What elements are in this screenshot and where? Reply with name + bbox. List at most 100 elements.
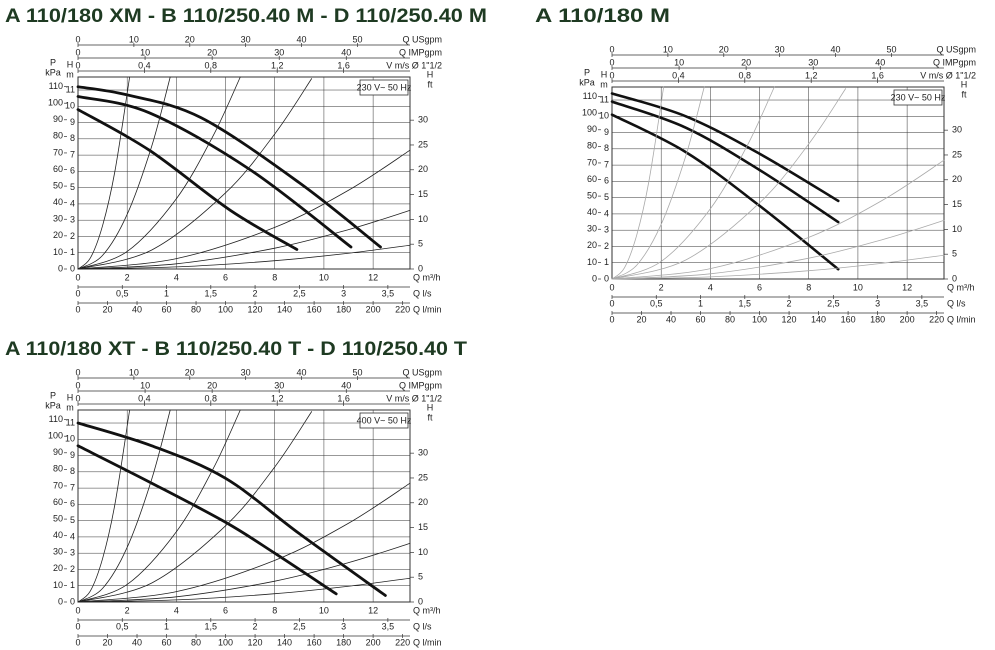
- aux-tick-label: 1: [164, 621, 169, 631]
- x-tick-label: 12: [368, 272, 378, 282]
- aux-tick-label: 50: [53, 513, 63, 523]
- curve: [76, 95, 353, 249]
- aux-tick-label: 10: [140, 380, 150, 390]
- aux-tick-label: 1: [164, 288, 169, 298]
- aux-tick-label: 30: [808, 57, 818, 67]
- x-tick-label: 10: [319, 605, 329, 615]
- aux-tick-label: 140: [277, 637, 292, 647]
- curve: [611, 159, 945, 280]
- y-tick-label: 9: [70, 117, 75, 127]
- aux-axis-label: Q l/s: [947, 298, 966, 308]
- curve: [77, 149, 411, 270]
- curve: [77, 210, 411, 270]
- aux-axis-label: H: [427, 69, 434, 79]
- y-tick-label: 3: [70, 548, 75, 558]
- y-tick-label: 0: [604, 273, 609, 283]
- aux-axis-label: Q l/min: [413, 304, 442, 314]
- y-tick-label: 6: [604, 176, 609, 186]
- y-axis-label: H: [601, 69, 608, 79]
- aux-tick-label: 25: [418, 139, 428, 149]
- y-tick-label: 11: [66, 84, 75, 94]
- aux-tick-label: 100: [582, 108, 597, 118]
- x-tick-label: 10: [853, 282, 863, 292]
- x-tick-label: 0: [609, 282, 614, 292]
- y-tick-label: 8: [70, 133, 75, 143]
- aux-tick-label: 1,2: [271, 393, 284, 403]
- aux-axis-label: H: [427, 402, 434, 412]
- aux-tick-label: 100: [218, 637, 233, 647]
- y-tick-label: 6: [70, 166, 75, 176]
- aux-tick-label: 0: [75, 637, 80, 647]
- y-tick-label: 5: [70, 515, 75, 525]
- aux-tick-label: 10: [418, 214, 428, 224]
- curve: [77, 543, 411, 603]
- aux-axis-label: Q l/s: [413, 621, 432, 631]
- curve: [77, 244, 411, 270]
- aux-tick-label: 0: [609, 70, 614, 80]
- aux-tick-label: 1,6: [871, 70, 884, 80]
- aux-tick-label: 50: [53, 180, 63, 190]
- aux-tick-label: 0,8: [739, 70, 752, 80]
- aux-tick-label: 40: [831, 44, 841, 54]
- aux-tick-label: 10: [129, 367, 139, 377]
- aux-tick-label: 20: [207, 47, 217, 57]
- aux-tick-label: 40: [587, 207, 597, 217]
- voltage-box: [359, 412, 409, 429]
- x-tick-label: 8: [806, 282, 811, 292]
- x-tick-label: 12: [902, 282, 912, 292]
- aux-tick-label: 40: [132, 637, 142, 647]
- aux-tick-label: 110: [49, 414, 63, 424]
- aux-axis-label: Q l/min: [947, 314, 976, 324]
- aux-tick-label: 10: [53, 580, 63, 590]
- aux-tick-label: 60: [162, 637, 172, 647]
- aux-tick-label: 20: [185, 367, 195, 377]
- aux-tick-label: 5: [418, 572, 423, 582]
- aux-tick-label: 1,5: [205, 288, 218, 298]
- aux-tick-label: 1,6: [337, 60, 350, 70]
- aux-tick-label: 50: [352, 34, 362, 44]
- aux-tick-label: 30: [241, 34, 251, 44]
- aux-tick-label: 60: [53, 497, 63, 507]
- aux-tick-label: 10: [129, 34, 139, 44]
- aux-tick-label: 3,5: [916, 298, 929, 308]
- aux-tick-label: 160: [841, 314, 856, 324]
- x-axis-label: Q m³/h: [947, 282, 975, 292]
- y-tick-label: 8: [604, 143, 609, 153]
- aux-tick-label: 0: [58, 596, 63, 606]
- aux-tick-label: 0: [75, 47, 80, 57]
- curve: [611, 86, 665, 280]
- aux-tick-label: 90: [53, 114, 63, 124]
- aux-tick-label: 120: [782, 314, 797, 324]
- aux-tick-label: 20: [53, 230, 63, 240]
- aux-tick-label: 30: [418, 115, 428, 125]
- aux-tick-label: 30: [53, 214, 63, 224]
- aux-tick-label: 0,5: [650, 298, 663, 308]
- aux-tick-label: 20: [741, 57, 751, 67]
- aux-tick-label: 160: [307, 304, 322, 314]
- curve: [77, 409, 241, 603]
- y-tick-label: 1: [604, 257, 609, 267]
- aux-tick-label: 0: [609, 298, 614, 308]
- aux-tick-label: 30: [418, 448, 428, 458]
- voltage-label: 230 V~ 50 Hz: [357, 82, 412, 92]
- aux-tick-label: 2: [253, 288, 258, 298]
- aux-tick-label: 0: [75, 393, 80, 403]
- aux-tick-label: 40: [53, 530, 63, 540]
- aux-tick-label: 40: [132, 304, 142, 314]
- curve: [77, 482, 411, 603]
- aux-tick-label: 200: [900, 314, 915, 324]
- aux-tick-label: 2,5: [293, 621, 306, 631]
- aux-tick-label: 0: [58, 263, 63, 273]
- curve: [77, 76, 171, 270]
- voltage-label: 400 V~ 50 Hz: [357, 415, 412, 425]
- x-tick-label: 2: [659, 282, 664, 292]
- aux-tick-label: 0,4: [138, 60, 151, 70]
- aux-tick-label: 1: [698, 298, 703, 308]
- aux-tick-label: 5: [418, 239, 423, 249]
- aux-tick-label: 10: [53, 247, 63, 257]
- aux-tick-label: 3: [341, 621, 346, 631]
- voltage-box: [359, 79, 409, 96]
- aux-tick-label: 20: [418, 497, 428, 507]
- aux-tick-label: 0: [75, 304, 80, 314]
- x-tick-label: 8: [272, 272, 277, 282]
